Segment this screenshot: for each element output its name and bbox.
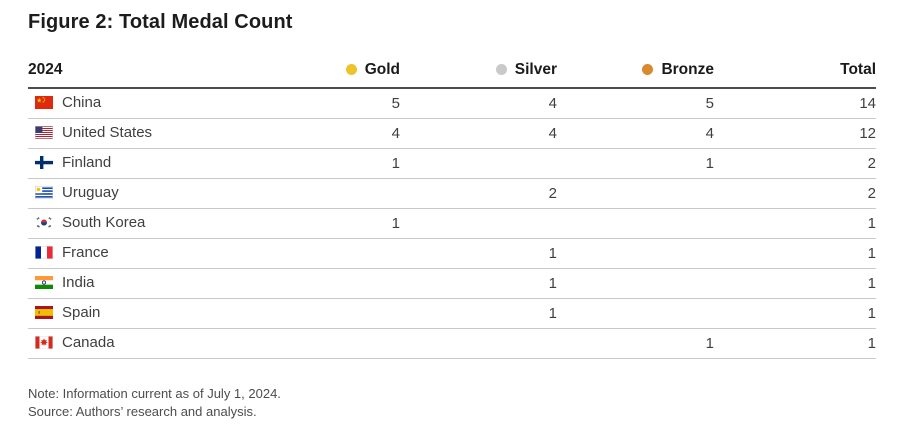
cell-bronze — [557, 298, 714, 329]
silver-dot-icon — [495, 64, 507, 75]
cell-total: 2 — [714, 178, 876, 209]
cell-gold — [243, 178, 400, 209]
cell-silver: 2 — [400, 178, 557, 209]
cell-silver: 1 — [400, 268, 557, 299]
table-row: South Korea 1 1 — [28, 208, 876, 239]
flag-south-korea-icon — [35, 215, 53, 229]
table-row: Canada 1 1 — [28, 328, 876, 359]
cell-silver: 4 — [400, 118, 557, 149]
cell-country: South Korea — [28, 208, 243, 239]
cell-total: 1 — [714, 238, 876, 269]
cell-bronze: 5 — [557, 88, 714, 119]
cell-gold — [243, 238, 400, 269]
total-column-header: Total — [714, 58, 876, 89]
medal-count-table: 2024 Gold Silver Bronze Total China 5 4 … — [28, 58, 876, 359]
cell-country: Finland — [28, 148, 243, 179]
silver-column-header: Silver — [400, 58, 557, 89]
gold-dot-icon — [345, 64, 357, 75]
figure-notes: Note: Information current as of July 1, … — [28, 385, 879, 423]
cell-total: 1 — [714, 268, 876, 299]
cell-silver — [400, 328, 557, 359]
country-name: China — [62, 93, 102, 111]
cell-country: United States — [28, 118, 243, 149]
cell-silver — [400, 148, 557, 179]
cell-country: China — [28, 88, 243, 119]
cell-bronze: 4 — [557, 118, 714, 149]
cell-bronze — [557, 178, 714, 209]
cell-silver: 4 — [400, 88, 557, 119]
country-name: Uruguay — [62, 183, 119, 201]
cell-country: Uruguay — [28, 178, 243, 209]
bronze-column-header: Bronze — [557, 58, 714, 89]
bronze-column-label: Bronze — [661, 61, 714, 78]
cell-silver — [400, 208, 557, 239]
cell-silver: 1 — [400, 298, 557, 329]
flag-united-states-icon — [35, 125, 53, 139]
cell-bronze — [557, 208, 714, 239]
table-row: Uruguay 2 2 — [28, 178, 876, 209]
silver-column-label: Silver — [514, 61, 557, 78]
cell-country: Canada — [28, 328, 243, 359]
cell-bronze — [557, 268, 714, 299]
country-name: South Korea — [62, 213, 146, 231]
cell-gold: 1 — [243, 208, 400, 239]
cell-country: Spain — [28, 298, 243, 329]
country-name: France — [62, 243, 109, 261]
cell-silver: 1 — [400, 238, 557, 269]
country-name: Spain — [62, 303, 101, 321]
table-row: Spain 1 1 — [28, 298, 876, 329]
cell-gold — [243, 328, 400, 359]
flag-canada-icon — [35, 335, 53, 349]
flag-spain-icon — [35, 305, 53, 319]
cell-total: 1 — [714, 208, 876, 239]
cell-bronze: 1 — [557, 148, 714, 179]
year-column-header: 2024 — [28, 58, 243, 89]
table-row: India 1 1 — [28, 268, 876, 299]
cell-gold — [243, 268, 400, 299]
cell-country: India — [28, 268, 243, 299]
cell-gold — [243, 298, 400, 329]
table-row: United States 4 4 4 12 — [28, 118, 876, 149]
flag-finland-icon — [35, 155, 53, 169]
country-name: United States — [62, 123, 153, 141]
cell-country: France — [28, 238, 243, 269]
note-line: Note: Information current as of July 1, … — [28, 385, 281, 401]
cell-bronze: 1 — [557, 328, 714, 359]
country-name: Finland — [62, 153, 112, 171]
cell-total: 12 — [714, 118, 876, 149]
figure-container: Figure 2: Total Medal Count 2024 Gold Si… — [28, 11, 879, 423]
country-name: India — [62, 273, 95, 291]
cell-total: 1 — [714, 298, 876, 329]
table-row: China 5 4 5 14 — [28, 88, 876, 119]
gold-column-header: Gold — [243, 58, 400, 89]
figure-title: Figure 2: Total Medal Count — [28, 11, 293, 33]
cell-total: 14 — [714, 88, 876, 119]
table-header-row: 2024 Gold Silver Bronze Total — [28, 58, 876, 89]
table-row: France 1 1 — [28, 238, 876, 269]
cell-gold: 1 — [243, 148, 400, 179]
table-row: Finland 1 1 2 — [28, 148, 876, 179]
source-line: Source: Authors’ research and analysis. — [28, 404, 257, 420]
flag-france-icon — [35, 245, 53, 259]
flag-india-icon — [35, 275, 53, 289]
cell-gold: 5 — [243, 88, 400, 119]
flag-china-icon — [35, 95, 53, 109]
flag-uruguay-icon — [35, 185, 53, 199]
gold-column-label: Gold — [364, 61, 400, 78]
cell-total: 1 — [714, 328, 876, 359]
country-name: Canada — [62, 333, 115, 351]
bronze-dot-icon — [642, 64, 654, 75]
cell-total: 2 — [714, 148, 876, 179]
cell-bronze — [557, 238, 714, 269]
cell-gold: 4 — [243, 118, 400, 149]
